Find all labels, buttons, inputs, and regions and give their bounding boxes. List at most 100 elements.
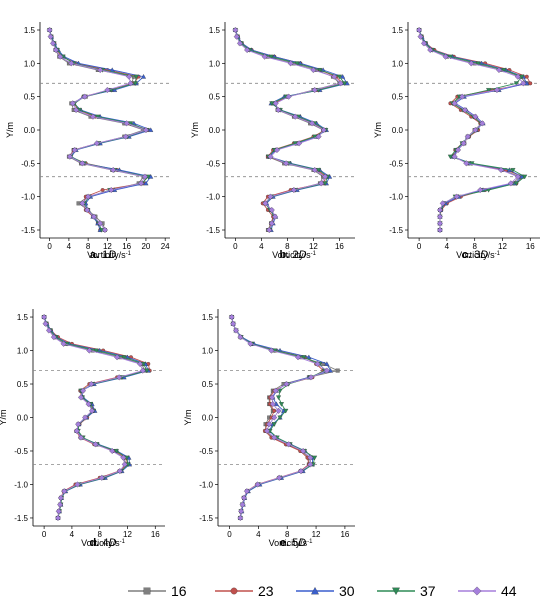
x-tick-label: 12 xyxy=(498,242,507,251)
data-point xyxy=(285,93,292,100)
x-axis-label-superscript: -1 xyxy=(307,539,313,545)
data-point xyxy=(244,46,251,54)
x-tick-label: 0 xyxy=(233,242,238,251)
data-point xyxy=(420,40,427,47)
panel-caption: c. 3D xyxy=(462,249,488,261)
data-point xyxy=(126,73,133,80)
caption-d: D xyxy=(298,537,306,549)
x-tick-label: 4 xyxy=(256,530,261,539)
x-tick-label: 16 xyxy=(526,242,535,251)
x-axis-label: Vorticity/s-1 xyxy=(269,538,314,548)
data-point xyxy=(77,394,84,401)
data-point xyxy=(320,126,327,134)
x-tick-label: 16 xyxy=(335,242,344,251)
data-point xyxy=(427,46,434,54)
data-point xyxy=(127,80,134,87)
data-point xyxy=(513,181,519,186)
y-axis-label: Y/m xyxy=(0,409,8,425)
data-point xyxy=(268,206,275,214)
y-tick-label: 1.5 xyxy=(24,26,36,35)
x-axis-label-superscript: -1 xyxy=(311,251,317,257)
data-point xyxy=(82,414,89,421)
y-tick-label: -1.0 xyxy=(206,193,220,202)
data-point xyxy=(269,401,276,408)
legend: 16 23 30 37 44 xyxy=(128,583,517,599)
data-point xyxy=(307,454,314,461)
data-point xyxy=(240,494,247,501)
data-point xyxy=(80,387,87,394)
data-point xyxy=(276,395,282,401)
panel-e: -1.5 -1.0 -0.5 0.0 0.5 1.0 1.5 0 4 8 12 16 Y/m Vortic… xyxy=(183,309,355,548)
data-point xyxy=(97,66,104,74)
data-point xyxy=(323,367,330,374)
y-tick-label: 1.5 xyxy=(209,26,221,35)
data-point xyxy=(136,360,144,367)
data-point xyxy=(324,361,330,366)
data-point xyxy=(93,348,99,354)
x-axis-label-text: Vorticity/s xyxy=(81,538,120,548)
data-point xyxy=(46,26,53,34)
data-point xyxy=(75,421,82,428)
panel-c: -1.5 -1.0 -0.5 0.0 0.5 1.0 1.5 0 4 8 12 16 Y/m Vortic… xyxy=(373,22,540,260)
data-point xyxy=(301,355,307,360)
y-axis-label: Y/m xyxy=(5,122,15,138)
data-point xyxy=(507,180,514,187)
panel-d: -1.5-1.0-0.50.00.51.01.50 4 8 12 16Y/mVortic… xyxy=(0,309,165,548)
data-point xyxy=(312,455,318,461)
series-44 xyxy=(228,314,330,521)
data-point xyxy=(228,314,235,321)
data-point xyxy=(57,494,64,501)
legend-marker xyxy=(230,587,238,595)
data-point xyxy=(463,160,470,167)
data-point xyxy=(331,73,338,80)
series-44 xyxy=(46,26,149,234)
x-tick-label: 8 xyxy=(285,530,290,539)
data-point xyxy=(254,481,261,488)
caption-letter: d. xyxy=(90,537,103,549)
data-point xyxy=(464,133,471,140)
data-point xyxy=(140,74,147,79)
data-point xyxy=(447,54,453,60)
data-point xyxy=(47,33,54,40)
data-point xyxy=(283,408,289,414)
y-tick-label: 0.0 xyxy=(202,414,214,423)
data-point xyxy=(139,367,146,374)
y-tick-label: 0.5 xyxy=(392,93,404,102)
data-point xyxy=(451,100,458,107)
data-point xyxy=(54,514,62,521)
x-tick-label: 20 xyxy=(141,242,150,251)
x-tick-label: 12 xyxy=(103,242,112,251)
data-point xyxy=(132,81,138,86)
caption-number: 4 xyxy=(102,537,108,549)
data-point xyxy=(292,113,299,120)
data-point xyxy=(88,381,95,388)
data-point xyxy=(66,153,73,160)
data-point xyxy=(453,193,460,200)
data-point xyxy=(116,468,123,475)
data-point xyxy=(57,53,64,60)
data-point xyxy=(460,140,467,147)
data-point xyxy=(268,54,274,60)
data-point xyxy=(138,180,145,187)
data-point xyxy=(294,61,300,66)
data-point xyxy=(261,53,268,60)
x-tick-label: 4 xyxy=(67,242,72,251)
data-point xyxy=(469,161,475,166)
y-tick-label: -1.0 xyxy=(389,193,403,202)
x-tick-label: 8 xyxy=(285,242,290,251)
data-point xyxy=(90,213,97,220)
data-point xyxy=(267,193,274,200)
data-point xyxy=(272,100,279,107)
data-point xyxy=(436,206,443,214)
data-point xyxy=(262,200,269,207)
legend-entry-44: 44 xyxy=(458,583,517,599)
y-tick-label: 0.5 xyxy=(202,380,214,389)
data-point xyxy=(81,93,88,100)
data-point xyxy=(307,461,314,468)
legend-marker xyxy=(392,587,400,596)
data-point xyxy=(513,81,519,86)
data-point xyxy=(455,146,462,154)
x-axis-label-superscript: -1 xyxy=(495,251,501,257)
data-point xyxy=(71,146,78,154)
data-point xyxy=(314,360,321,367)
